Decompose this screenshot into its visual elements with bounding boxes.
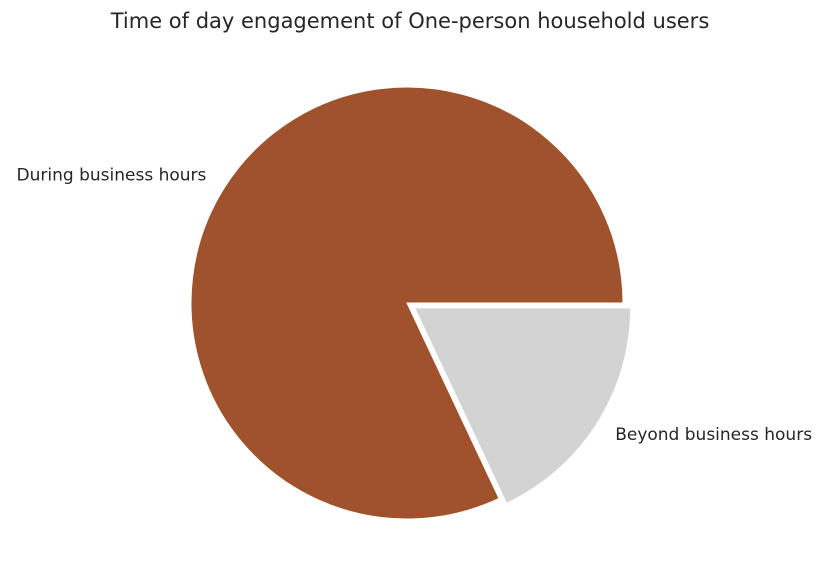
pie-slice-label-1: Beyond business hours (615, 425, 812, 445)
pie-labels: During business hours Beyond business hou… (17, 166, 813, 445)
chart-title: Time of day engagement of One-person hou… (110, 9, 710, 33)
pie-slice-label-0: During business hours (17, 166, 207, 186)
pie-slice-0 (190, 86, 624, 520)
pie-slice-1 (413, 307, 632, 504)
pie-slices (190, 86, 632, 520)
